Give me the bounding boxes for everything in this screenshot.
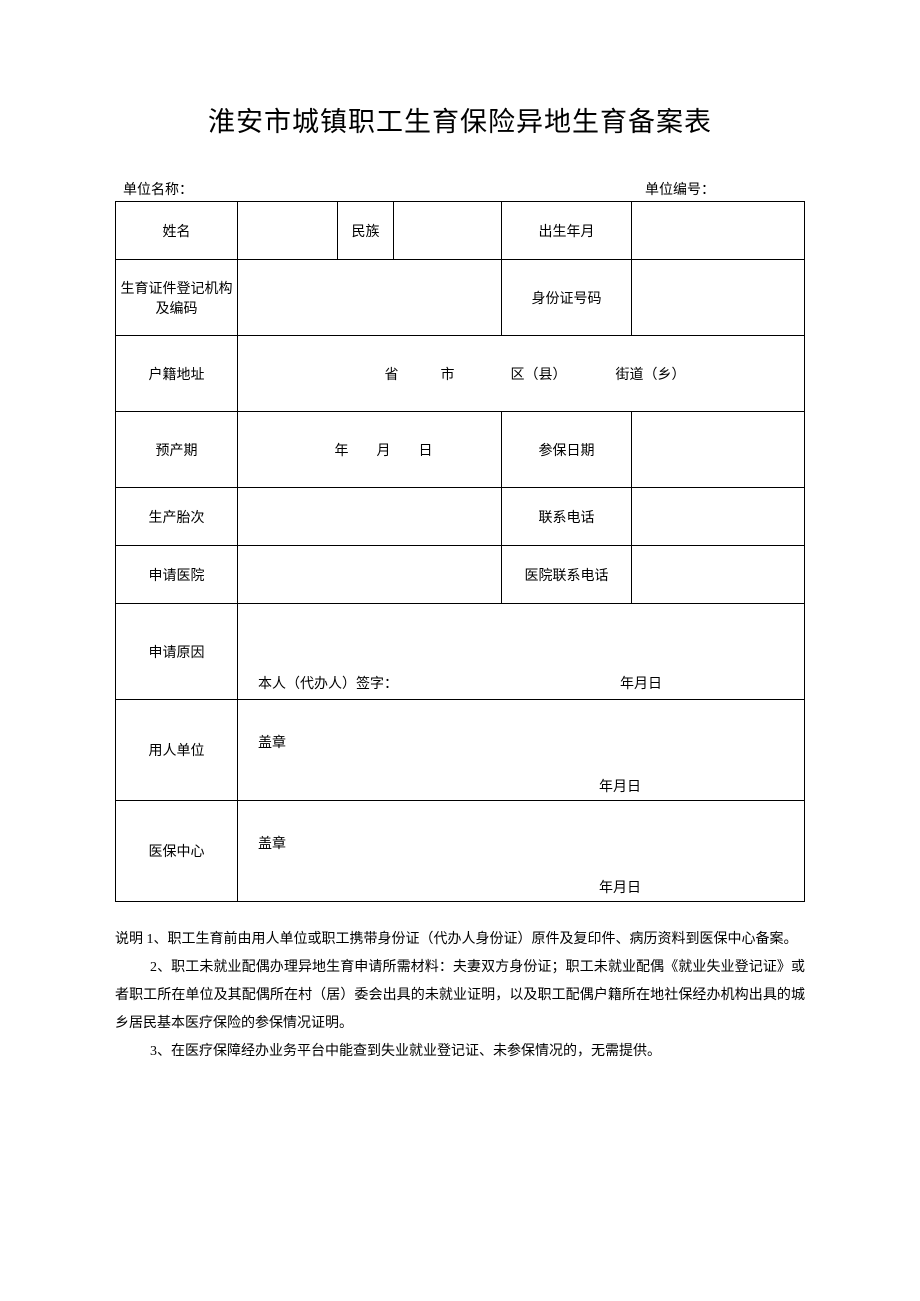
value-ethnic (394, 202, 502, 260)
row-due: 预产期 年 月 日 参保日期 (116, 412, 805, 488)
value-employer: 盖章 年月日 (238, 700, 805, 801)
row-cert: 生育证件登记机构及编码 身份证号码 (116, 260, 805, 336)
row-name: 姓名 民族 出生年月 (116, 202, 805, 260)
page-title: 淮安市城镇职工生育保险异地生育备案表 (115, 100, 805, 139)
form-table: 姓名 民族 出生年月 生育证件登记机构及编码 身份证号码 户籍地址 省 市 区（… (115, 201, 805, 902)
row-med-center: 医保中心 盖章 年月日 (116, 801, 805, 902)
label-hospital: 申请医院 (116, 546, 238, 604)
label-addr: 户籍地址 (116, 336, 238, 412)
value-birth-order (238, 488, 502, 546)
row-hospital: 申请医院 医院联系电话 (116, 546, 805, 604)
label-dob: 出生年月 (502, 202, 632, 260)
unit-no-label: 单位编号： (645, 179, 805, 199)
header-row: 单位名称： 单位编号： (115, 179, 805, 199)
sign-label: 本人（代办人）签字： (258, 673, 398, 693)
label-birth-order: 生产胎次 (116, 488, 238, 546)
note-3: 3、在医疗保障经办业务平台中能查到失业就业登记证、未参保情况的，无需提供。 (115, 1038, 805, 1066)
value-name (238, 202, 338, 260)
value-hospital-phone (632, 546, 805, 604)
value-phone (632, 488, 805, 546)
label-name: 姓名 (116, 202, 238, 260)
employer-stamp-date: 年月日 (258, 776, 802, 796)
label-due: 预产期 (116, 412, 238, 488)
unit-name-label: 单位名称： (123, 179, 193, 199)
label-phone: 联系电话 (502, 488, 632, 546)
row-reason: 申请原因 本人（代办人）签字： 年月日 (116, 604, 805, 700)
value-dob (632, 202, 805, 260)
row-employer: 用人单位 盖章 年月日 (116, 700, 805, 801)
value-reason: 本人（代办人）签字： 年月日 (238, 604, 805, 700)
sign-date: 年月日 (620, 673, 662, 693)
label-employer: 用人单位 (116, 700, 238, 801)
med-center-stamp-date: 年月日 (258, 877, 802, 897)
employer-stamp: 盖章 (258, 704, 802, 752)
label-reason: 申请原因 (116, 604, 238, 700)
value-due: 年 月 日 (238, 412, 502, 488)
label-hospital-phone: 医院联系电话 (502, 546, 632, 604)
row-birth-order: 生产胎次 联系电话 (116, 488, 805, 546)
value-insured (632, 412, 805, 488)
label-med-center: 医保中心 (116, 801, 238, 902)
med-center-stamp: 盖章 (258, 805, 802, 853)
notes-section: 说明 1、职工生育前由用人单位或职工携带身份证（代办人身份证）原件及复印件、病历… (115, 926, 805, 1066)
value-hospital (238, 546, 502, 604)
value-cert-org (238, 260, 502, 336)
value-id-no (632, 260, 805, 336)
value-addr: 省 市 区（县） 街道（乡） (238, 336, 805, 412)
note-1: 说明 1、职工生育前由用人单位或职工携带身份证（代办人身份证）原件及复印件、病历… (115, 926, 805, 954)
row-addr: 户籍地址 省 市 区（县） 街道（乡） (116, 336, 805, 412)
label-cert-org: 生育证件登记机构及编码 (116, 260, 238, 336)
label-ethnic: 民族 (338, 202, 394, 260)
label-id-no: 身份证号码 (502, 260, 632, 336)
note-2: 2、职工未就业配偶办理异地生育申请所需材料：夫妻双方身份证；职工未就业配偶《就业… (115, 954, 805, 1038)
value-med-center: 盖章 年月日 (238, 801, 805, 902)
label-insured: 参保日期 (502, 412, 632, 488)
